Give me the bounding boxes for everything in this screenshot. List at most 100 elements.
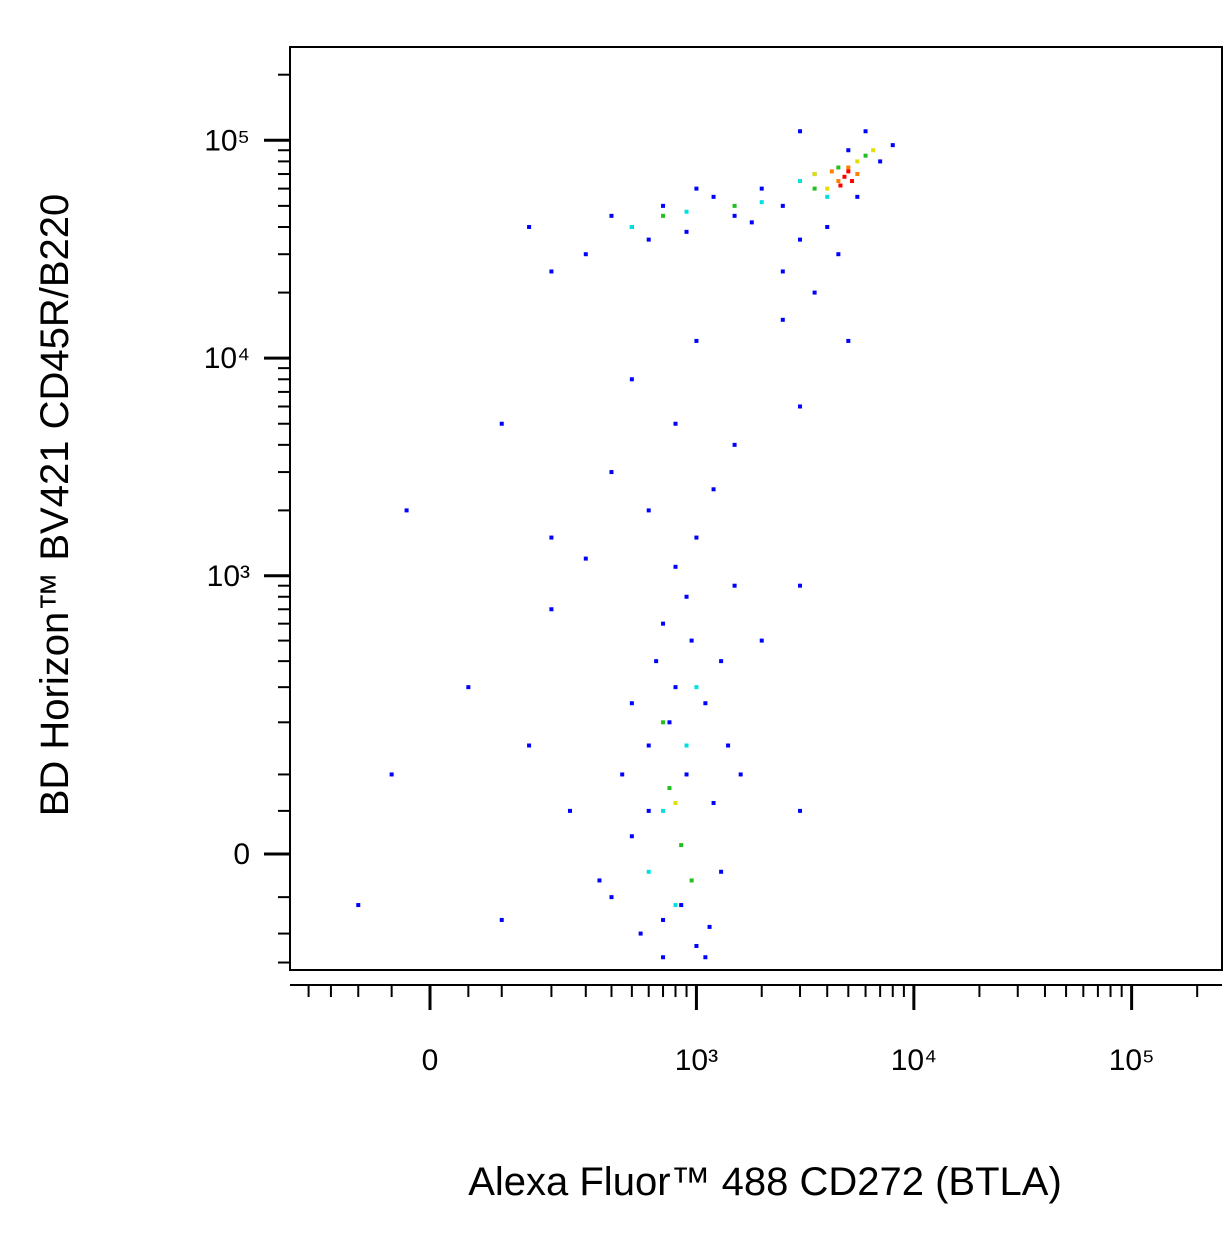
event-dot (679, 903, 684, 908)
event-dot (694, 338, 699, 343)
event-dot (661, 917, 666, 922)
event-dot (549, 607, 554, 612)
event-dot (855, 172, 860, 177)
event-dot (846, 169, 851, 174)
event-dot (707, 924, 712, 929)
event-dot (812, 172, 817, 177)
event-dot (646, 743, 651, 748)
event-dot (759, 638, 764, 643)
event-dot (609, 895, 614, 900)
event-dot (846, 148, 851, 153)
y-tick-label: 0 (233, 838, 250, 871)
event-dot (667, 720, 672, 725)
x-tick-label: 10³ (675, 1044, 718, 1077)
event-dot (842, 174, 847, 179)
event-dot (825, 186, 830, 191)
event-dot (404, 508, 409, 513)
event-dot (780, 203, 785, 208)
event-dot (863, 129, 868, 134)
event-dot (684, 743, 689, 748)
event-dot (673, 800, 678, 805)
event-dot (568, 808, 573, 813)
event-dot (711, 800, 716, 805)
event-dot (583, 556, 588, 561)
x-tick-label: 0 (422, 1044, 439, 1077)
event-dot (689, 878, 694, 883)
event-dot (759, 200, 764, 205)
event-dot (732, 213, 737, 218)
event-dot (629, 701, 634, 706)
event-dot (838, 183, 843, 188)
event-dot (836, 252, 841, 257)
event-dot (871, 148, 876, 153)
event-dot (719, 869, 724, 874)
event-dot (679, 843, 684, 848)
event-dot (629, 834, 634, 839)
event-dot (798, 129, 803, 134)
event-dot (846, 338, 851, 343)
event-dot (798, 404, 803, 409)
event-dot (732, 442, 737, 447)
event-dot (527, 743, 532, 748)
event-dot (694, 535, 699, 540)
event-dot (798, 179, 803, 184)
event-dot (583, 252, 588, 257)
event-dot (732, 203, 737, 208)
y-tick-label: 10³ (207, 560, 250, 593)
event-dot (798, 583, 803, 588)
event-dot (654, 659, 659, 664)
event-dot (890, 143, 895, 148)
event-dot (499, 421, 504, 426)
event-dot (661, 955, 666, 960)
event-dot (759, 186, 764, 191)
event-dot (661, 203, 666, 208)
event-dot (499, 917, 504, 922)
event-dot (549, 535, 554, 540)
event-dot (638, 931, 643, 936)
event-dot (673, 421, 678, 426)
event-dot (850, 179, 855, 184)
x-axis-title: Alexa Fluor™ 488 CD272 (BTLA) (468, 1160, 1062, 1204)
event-dot (711, 487, 716, 492)
event-dot (780, 269, 785, 274)
event-dot (661, 621, 666, 626)
event-dot (694, 685, 699, 690)
event-dot (661, 213, 666, 218)
event-dot (878, 159, 883, 164)
event-dot (829, 169, 834, 174)
event-dot (609, 213, 614, 218)
event-dot (673, 903, 678, 908)
event-dot (798, 808, 803, 813)
event-dot (825, 194, 830, 199)
event-dot (836, 179, 841, 184)
event-dot (673, 685, 678, 690)
event-dot (694, 186, 699, 191)
event-dot (855, 194, 860, 199)
event-dot (646, 869, 651, 874)
event-dot (719, 659, 724, 664)
event-dot (780, 317, 785, 322)
event-dot (726, 743, 731, 748)
event-dot (798, 237, 803, 242)
event-dot (673, 564, 678, 569)
event-dot (703, 955, 708, 960)
y-tick-label: 10⁴ (204, 342, 250, 375)
event-dot (812, 186, 817, 191)
event-dot (356, 903, 361, 908)
event-dot (863, 153, 868, 158)
event-dot (732, 583, 737, 588)
event-dot (527, 224, 532, 229)
x-tick-label: 10⁵ (1109, 1044, 1155, 1077)
x-tick-label: 10⁴ (891, 1044, 937, 1077)
event-dot (703, 701, 708, 706)
event-dot (661, 808, 666, 813)
y-tick-label: 10⁵ (204, 124, 250, 157)
event-dot (694, 943, 699, 948)
event-dot (609, 470, 614, 475)
event-dot (749, 220, 754, 225)
event-dot (646, 808, 651, 813)
event-dot (389, 772, 394, 777)
event-dot (620, 772, 625, 777)
event-dot (646, 508, 651, 513)
event-dot (812, 290, 817, 295)
